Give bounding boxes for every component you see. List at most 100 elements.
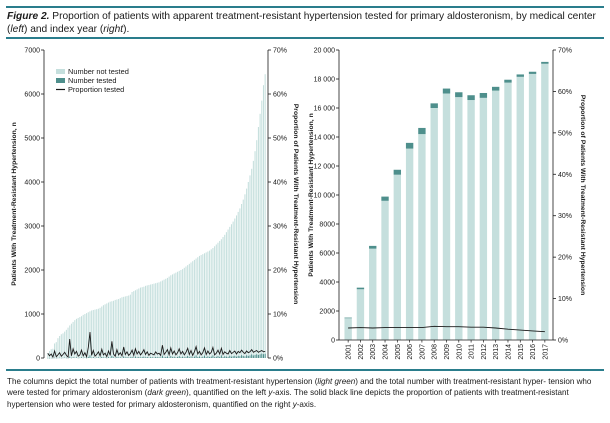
- left-bar-tested: [203, 355, 206, 358]
- left-bar-tested: [209, 357, 211, 358]
- left-bar-total: [195, 258, 197, 358]
- left-bar-total: [55, 342, 57, 358]
- left-bar-tested: [97, 357, 99, 358]
- left-bar-tested: [175, 357, 177, 358]
- left-bar-tested: [200, 357, 202, 358]
- left-bar-total: [224, 234, 226, 358]
- right-chart: 0 2000 4000 6000 8000 10 000 12 000 14 000 16 00…: [308, 48, 586, 360]
- left-bar-tested: [252, 355, 254, 358]
- left-bar-tested: [197, 357, 199, 358]
- left-bar-total: [57, 338, 59, 358]
- right-x-tick-label: 2003: [370, 344, 377, 360]
- left-bar-tested: [195, 355, 197, 358]
- left-bar-tested: [187, 355, 189, 358]
- left-bar-total: [123, 296, 125, 358]
- left-bar-total: [146, 285, 148, 358]
- left-bar-total: [111, 301, 113, 358]
- left-y-axis-label: Patients With Treatment-Resistant Hypert…: [11, 122, 18, 285]
- left-y-tick-label: 3000: [24, 224, 40, 231]
- left-bar-total: [92, 310, 94, 358]
- left-bar-total: [163, 279, 165, 358]
- left-bar-total: [67, 327, 69, 358]
- left-bar-tested: [264, 353, 266, 358]
- left-bar-tested: [155, 356, 157, 358]
- left-bar-total: [185, 266, 187, 358]
- right-y-tick-label: 0: [331, 338, 335, 345]
- right-x-tick-label: 2017: [542, 344, 549, 360]
- figure-label: Figure 2.: [7, 11, 50, 22]
- left-bar-tested: [123, 356, 125, 358]
- left-bar-tested: [246, 355, 248, 358]
- left-y-tick-label: 4000: [24, 180, 40, 187]
- left-bar-total: [187, 265, 189, 358]
- left-bar-total: [237, 211, 239, 358]
- left-bar-tested: [168, 357, 170, 358]
- left-bar-total: [183, 267, 185, 358]
- left-bar-total: [251, 168, 253, 358]
- left-bar-total: [145, 285, 147, 358]
- left-bar-total: [74, 320, 76, 358]
- left-y-tick-label: 2000: [24, 268, 40, 275]
- right-bar-tested: [381, 196, 389, 201]
- left-bar-tested: [158, 357, 160, 358]
- left-bar-tested: [104, 357, 106, 358]
- left-bar-tested: [145, 357, 147, 358]
- left-bar-total: [249, 175, 251, 358]
- left-bar-total: [190, 262, 192, 358]
- caption-light-green: light green: [317, 377, 356, 386]
- left-bar-total: [175, 272, 177, 358]
- right-x-tick-label: 2006: [407, 344, 414, 360]
- right-x-tick-label: 2015: [518, 344, 525, 360]
- left-proportion-line: [47, 331, 266, 359]
- left-bar-total: [161, 280, 163, 358]
- left-bar-tested: [234, 355, 236, 358]
- left-bar-total: [107, 302, 110, 358]
- left-bar-total: [114, 299, 116, 358]
- left-bar-total: [62, 333, 64, 358]
- right-y2-tick-label: 0%: [558, 338, 568, 345]
- right-y2-axis-label: Proportion of Patients With Treatment-Re…: [579, 95, 586, 295]
- left-bar-tested: [113, 357, 115, 358]
- right-bar-tested: [455, 92, 463, 98]
- right-y-tick-label: 10 000: [314, 193, 336, 200]
- title-rule: [6, 37, 604, 39]
- left-bar-total: [256, 140, 258, 358]
- left-bar-tested: [111, 355, 113, 358]
- left-y2-tick-label: 50%: [273, 136, 287, 143]
- left-bar-total: [210, 249, 212, 358]
- right-x-tick-label: 2011: [469, 344, 476, 359]
- left-y-tick-label: 5000: [24, 136, 40, 143]
- right-x-tick-label: 2009: [444, 344, 451, 360]
- left-bar-tested: [84, 357, 86, 358]
- left-bar-tested: [81, 357, 83, 358]
- left-bar-total: [170, 275, 172, 358]
- right-y-tick-label: 2000: [319, 309, 335, 316]
- left-bar-tested: [136, 357, 138, 358]
- left-bar-tested: [227, 356, 229, 358]
- left-chart: 0 1000 2000 3000 4000 5000 6000 7000 0% 10% 20% 30%…: [11, 48, 299, 363]
- left-bar-tested: [141, 357, 143, 358]
- right-bar-tested: [356, 287, 365, 290]
- right-bar-not-tested: [405, 148, 414, 340]
- left-bar-tested: [143, 356, 145, 358]
- left-bar-total: [52, 348, 54, 358]
- left-y2-axis-label: Proportion of Patients With Treatment-Re…: [292, 104, 299, 304]
- left-bar-total: [235, 215, 238, 358]
- left-bar-total: [261, 100, 263, 358]
- left-bar-total: [72, 321, 74, 358]
- left-bar-total: [91, 310, 93, 358]
- right-x-tick-label: 2001: [346, 344, 353, 360]
- left-bar-total: [64, 331, 66, 358]
- left-bar-tested: [92, 357, 94, 358]
- right-y-tick-label: 18 000: [314, 77, 336, 84]
- left-bar-total: [197, 257, 199, 358]
- caption-part-4: -axis. The solid black line depicts the …: [7, 388, 569, 409]
- left-bar-tested: [131, 356, 133, 358]
- figure-title-left: left: [10, 24, 24, 35]
- left-bar-tested: [217, 355, 219, 358]
- figure-title-end: ).: [123, 24, 130, 35]
- left-bar-total: [148, 284, 150, 358]
- caption-part-5: -axis.: [296, 399, 317, 409]
- left-bar-total: [222, 237, 224, 358]
- left-bar-tested: [180, 357, 182, 358]
